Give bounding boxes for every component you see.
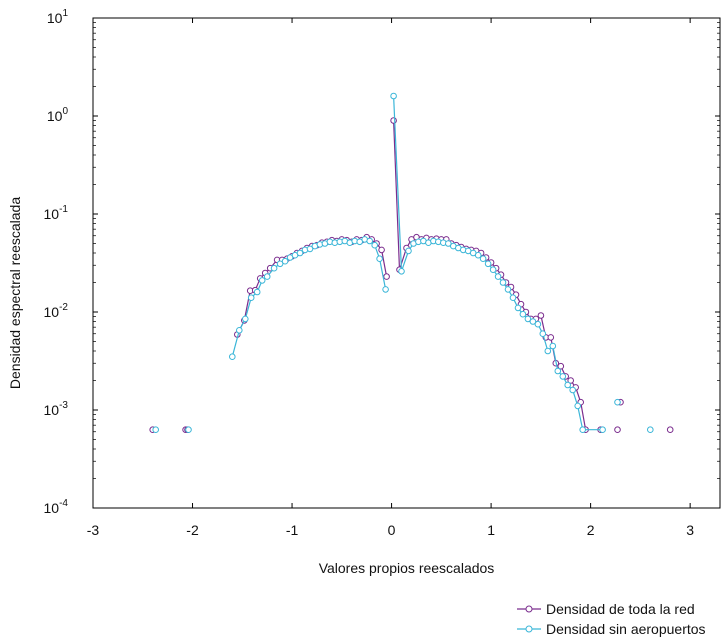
data-point <box>270 264 278 272</box>
data-point <box>185 426 192 434</box>
plot-frame <box>92 17 721 509</box>
data-point <box>539 330 547 338</box>
y-tick-label: 10-4 <box>44 498 69 516</box>
data-point <box>242 315 249 323</box>
series-1 <box>149 117 674 434</box>
data-point <box>474 251 482 259</box>
data-point <box>504 286 512 293</box>
y-tick-label: 10-1 <box>44 204 69 222</box>
data-point <box>567 377 575 384</box>
data-point <box>547 334 555 341</box>
data-point <box>579 426 587 434</box>
legend-label: Densidad de toda la red <box>546 601 695 617</box>
data-point <box>549 342 557 350</box>
x-tick-label: -2 <box>186 522 199 538</box>
series-2 <box>152 92 654 434</box>
y-tick-label: 101 <box>47 8 69 26</box>
axis-ticks: -3 -2 -1 0 1 2 3 101 100 10-1 10-2 10-3 10-4 <box>44 8 720 538</box>
data-point <box>614 398 621 406</box>
data-point <box>559 373 567 380</box>
legend-item: Densidad de toda la red <box>517 601 695 617</box>
legend-item: Densidad sin aeropuertos <box>517 621 706 637</box>
data-point <box>378 246 385 254</box>
legend-marker <box>525 605 533 613</box>
data-point <box>371 241 379 249</box>
y-axis-title: Densidad espectral reescalada <box>7 197 23 389</box>
x-tick-label: -3 <box>87 522 100 538</box>
x-tick-label: 2 <box>587 522 595 538</box>
data-point <box>276 260 284 268</box>
data-point <box>382 286 389 293</box>
data-point <box>152 426 159 434</box>
data-point <box>494 273 502 280</box>
data-point <box>537 312 545 319</box>
x-tick-label: 1 <box>487 522 495 538</box>
data-point <box>519 310 527 318</box>
data-point <box>484 260 492 268</box>
data-point <box>614 426 621 434</box>
data-point <box>509 294 517 302</box>
data-point <box>366 237 374 245</box>
data-point <box>554 367 562 375</box>
legend: Densidad de toda la red Densidad sin aero… <box>517 601 706 637</box>
series-line <box>393 120 587 430</box>
data-point <box>599 426 606 434</box>
data-point <box>564 381 572 389</box>
data-point <box>445 240 452 247</box>
legend-marker <box>525 625 533 633</box>
data-point <box>296 249 304 257</box>
data-point <box>405 247 412 255</box>
data-point <box>306 245 314 253</box>
data-point <box>499 279 507 286</box>
data-point <box>263 273 271 280</box>
data-point <box>534 320 542 328</box>
y-tick-label: 100 <box>47 106 69 124</box>
data-point <box>390 92 397 100</box>
data-point <box>281 257 289 265</box>
data-point <box>666 426 674 434</box>
data-point <box>524 315 532 323</box>
series-layer <box>149 92 674 434</box>
data-point <box>514 304 522 312</box>
data-point <box>574 402 582 410</box>
x-tick-label: 3 <box>686 522 694 538</box>
data-point <box>229 353 236 361</box>
data-point <box>247 294 255 302</box>
data-point <box>529 318 537 325</box>
data-point <box>544 347 552 355</box>
data-point <box>398 268 405 275</box>
data-point <box>390 117 397 124</box>
data-point <box>258 277 266 284</box>
data-point <box>383 273 390 280</box>
x-tick-label: 0 <box>388 522 396 538</box>
data-point <box>647 426 654 434</box>
x-axis-title: Valores propios reescalados <box>319 560 495 576</box>
y-tick-label: 10-3 <box>44 400 69 418</box>
x-tick-label: -1 <box>286 522 299 538</box>
data-point <box>236 327 243 334</box>
y-tick-label: 10-2 <box>44 302 69 320</box>
series-line <box>231 238 387 357</box>
data-point <box>479 255 487 263</box>
data-point <box>489 266 497 274</box>
legend-label: Densidad sin aeropuertos <box>546 621 706 637</box>
data-point <box>376 255 383 263</box>
data-point <box>569 386 577 394</box>
data-point <box>253 288 261 296</box>
data-point <box>557 362 565 370</box>
